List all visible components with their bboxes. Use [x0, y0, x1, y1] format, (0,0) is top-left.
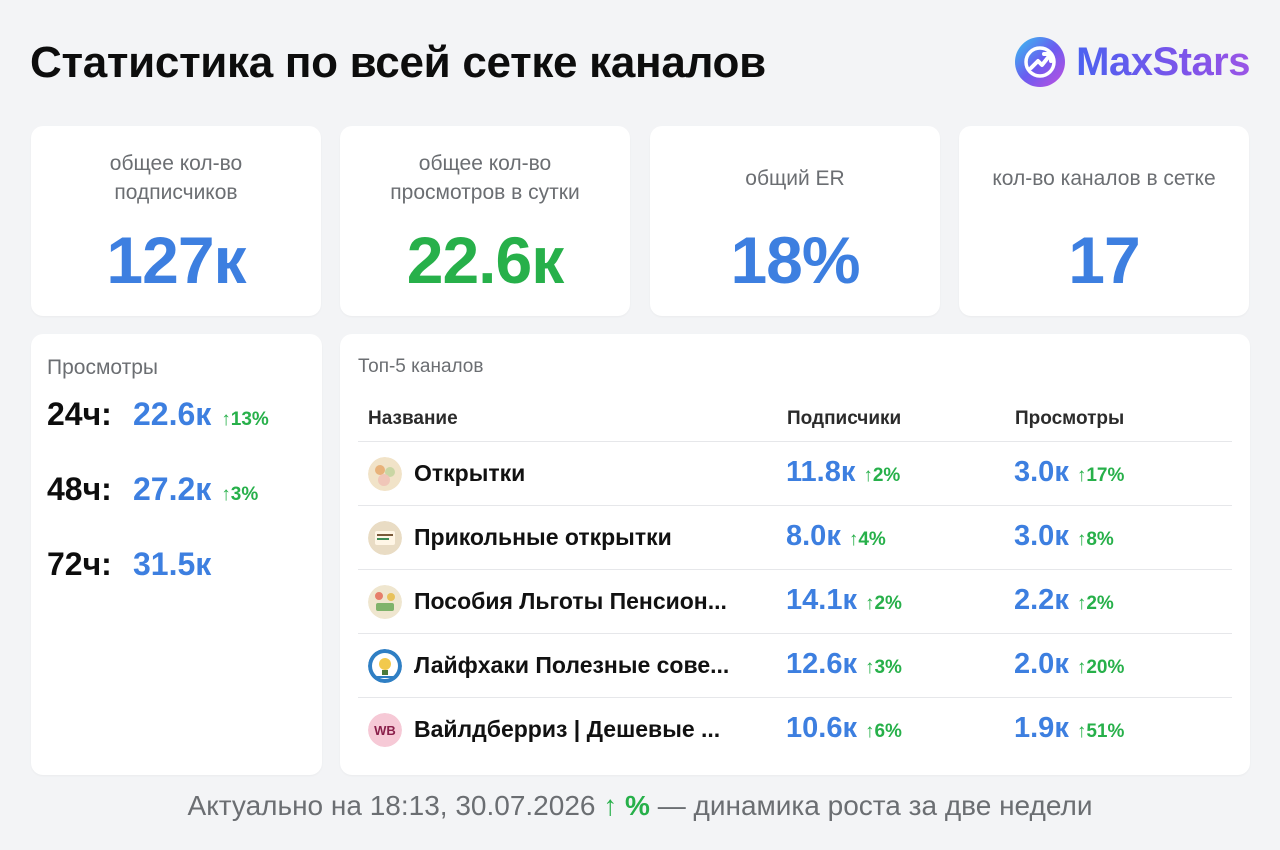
- subscribers-change: ↑2%: [864, 593, 902, 614]
- stat-card-channel-count: кол-во каналов в сетке 17: [959, 126, 1249, 316]
- subscribers-value: 10.6к: [786, 712, 857, 744]
- brand: MaxStars: [1014, 36, 1250, 88]
- views-change: ↑8%: [1076, 529, 1114, 550]
- column-header-subscribers: Подписчики: [787, 408, 902, 429]
- stat-label: общее кол-во подписчиков: [109, 152, 243, 204]
- subscribers-cell: 8.0к ↑4%: [786, 520, 886, 553]
- funny-postcards-avatar-icon: [368, 521, 402, 555]
- divider: [358, 633, 1232, 634]
- column-header-views: Просмотры: [1015, 408, 1125, 429]
- table-header: Название Подписчики Просмотры: [368, 408, 1230, 438]
- views-row-24h: 24ч: 22.6к ↑13%: [47, 396, 269, 433]
- brand-name: MaxStars: [1076, 39, 1250, 84]
- stat-label: общий ER: [745, 166, 845, 190]
- channel-name: Пособия Льготы Пенсион...: [414, 588, 727, 614]
- divider: [358, 505, 1232, 506]
- subscribers-value: 12.6к: [786, 648, 857, 680]
- stat-card-daily-views: общее кол-во просмотров в сутки 22.6к: [340, 126, 630, 316]
- divider: [358, 697, 1232, 698]
- views-cell: 3.0к ↑8%: [1014, 520, 1114, 553]
- views-value: 1.9к: [1014, 712, 1069, 744]
- channel-name: Открытки: [414, 460, 526, 486]
- views-cell: 1.9к ↑51%: [1014, 712, 1124, 745]
- views-value: 2.0к: [1014, 648, 1069, 680]
- subscribers-value: 8.0к: [786, 520, 841, 552]
- views-cell: 2.0к ↑20%: [1014, 648, 1124, 681]
- stat-value: 127к: [106, 223, 246, 297]
- wb-avatar-text: WB: [374, 723, 396, 738]
- stat-card-subscribers: общее кол-во подписчиков 127к: [31, 126, 321, 316]
- subscribers-cell: 14.1к ↑2%: [786, 584, 902, 617]
- views-value: 22.6к: [133, 396, 212, 432]
- views-cell: 2.2к ↑2%: [1014, 584, 1114, 617]
- views-value: 27.2к: [133, 471, 212, 507]
- table-row[interactable]: Пособия Льготы Пенсион... 14.1к ↑2% 2.2к ↑…: [358, 570, 1232, 633]
- views-period: 24ч:: [47, 396, 112, 432]
- wb-avatar-icon: WB: [368, 713, 402, 747]
- views-cell: 3.0к ↑17%: [1014, 456, 1124, 489]
- divider: [358, 569, 1232, 570]
- channel-name: Лайфхаки Полезные сове...: [414, 652, 730, 678]
- footer-timestamp: Актуально на 18:13, 30.07.2026: [187, 790, 596, 821]
- subscribers-value: 14.1к: [786, 584, 857, 616]
- subscribers-cell: 10.6к ↑6%: [786, 712, 902, 745]
- views-value: 3.0к: [1014, 520, 1069, 552]
- subscribers-cell: 11.8к ↑2%: [786, 456, 900, 489]
- postcards-avatar-icon: [368, 457, 402, 491]
- subscribers-change: ↑4%: [848, 529, 886, 550]
- views-change: ↑20%: [1076, 657, 1125, 678]
- stat-value: 17: [1068, 223, 1140, 297]
- views-period: 72ч:: [47, 546, 112, 582]
- views-change: ↑51%: [1076, 721, 1125, 742]
- divider: [358, 441, 1232, 442]
- lifehacks-avatar-icon: [368, 649, 402, 683]
- stat-value: 18%: [730, 223, 860, 297]
- channel-name: Прикольные открытки: [414, 524, 672, 550]
- stat-card-er: общий ER 18%: [650, 126, 940, 316]
- views-change: ↑3%: [221, 484, 259, 505]
- table-row[interactable]: Прикольные открытки 8.0к ↑4% 3.0к ↑8%: [358, 506, 1232, 569]
- stat-value: 22.6к: [406, 223, 565, 297]
- top5-card: Топ-5 каналов Название Подписчики Просмо…: [340, 334, 1250, 775]
- stat-label: общее кол-во просмотров в сутки: [390, 152, 580, 204]
- page-title: Статистика по всей сетке каналов: [30, 38, 766, 87]
- views-change: ↑13%: [221, 409, 269, 430]
- footer-legend-text: — динамика роста за две недели: [657, 790, 1093, 821]
- views-value: 3.0к: [1014, 456, 1069, 488]
- views-row-48h: 48ч: 27.2к ↑3%: [47, 471, 258, 508]
- maxstars-logo-icon: [1015, 37, 1066, 87]
- table-row[interactable]: WB Вайлдберриз | Дешевые ... 10.6к ↑6% 1.…: [358, 698, 1232, 761]
- views-change: ↑17%: [1076, 465, 1125, 486]
- column-header-name: Название: [368, 408, 458, 429]
- views-change: ↑2%: [1076, 593, 1114, 614]
- stat-label: кол-во каналов в сетке: [992, 166, 1216, 190]
- footer-legend-marker: ↑ %: [603, 790, 650, 821]
- views-row-72h: 72ч: 31.5к: [47, 546, 221, 583]
- views-title: Просмотры: [47, 356, 158, 379]
- benefits-avatar-icon: [368, 585, 402, 619]
- views-card: Просмотры 24ч: 22.6к ↑13% 48ч: 27.2к ↑3%…: [31, 334, 322, 775]
- subscribers-cell: 12.6к ↑3%: [786, 648, 902, 681]
- views-value: 2.2к: [1014, 584, 1069, 616]
- footer-note: Актуально на 18:13, 30.07.2026 ↑ % — дин…: [0, 790, 1280, 822]
- channel-name: Вайлдберриз | Дешевые ...: [414, 716, 721, 742]
- top5-title: Топ-5 каналов: [358, 356, 484, 377]
- table-row[interactable]: Лайфхаки Полезные сове... 12.6к ↑3% 2.0к ↑…: [358, 634, 1232, 697]
- views-value: 31.5к: [133, 546, 212, 582]
- subscribers-value: 11.8к: [786, 456, 856, 488]
- subscribers-change: ↑3%: [864, 657, 902, 678]
- subscribers-change: ↑6%: [864, 721, 902, 742]
- subscribers-change: ↑2%: [863, 465, 901, 486]
- table-row[interactable]: Открытки 11.8к ↑2% 3.0к ↑17%: [358, 442, 1232, 505]
- views-period: 48ч:: [47, 471, 112, 507]
